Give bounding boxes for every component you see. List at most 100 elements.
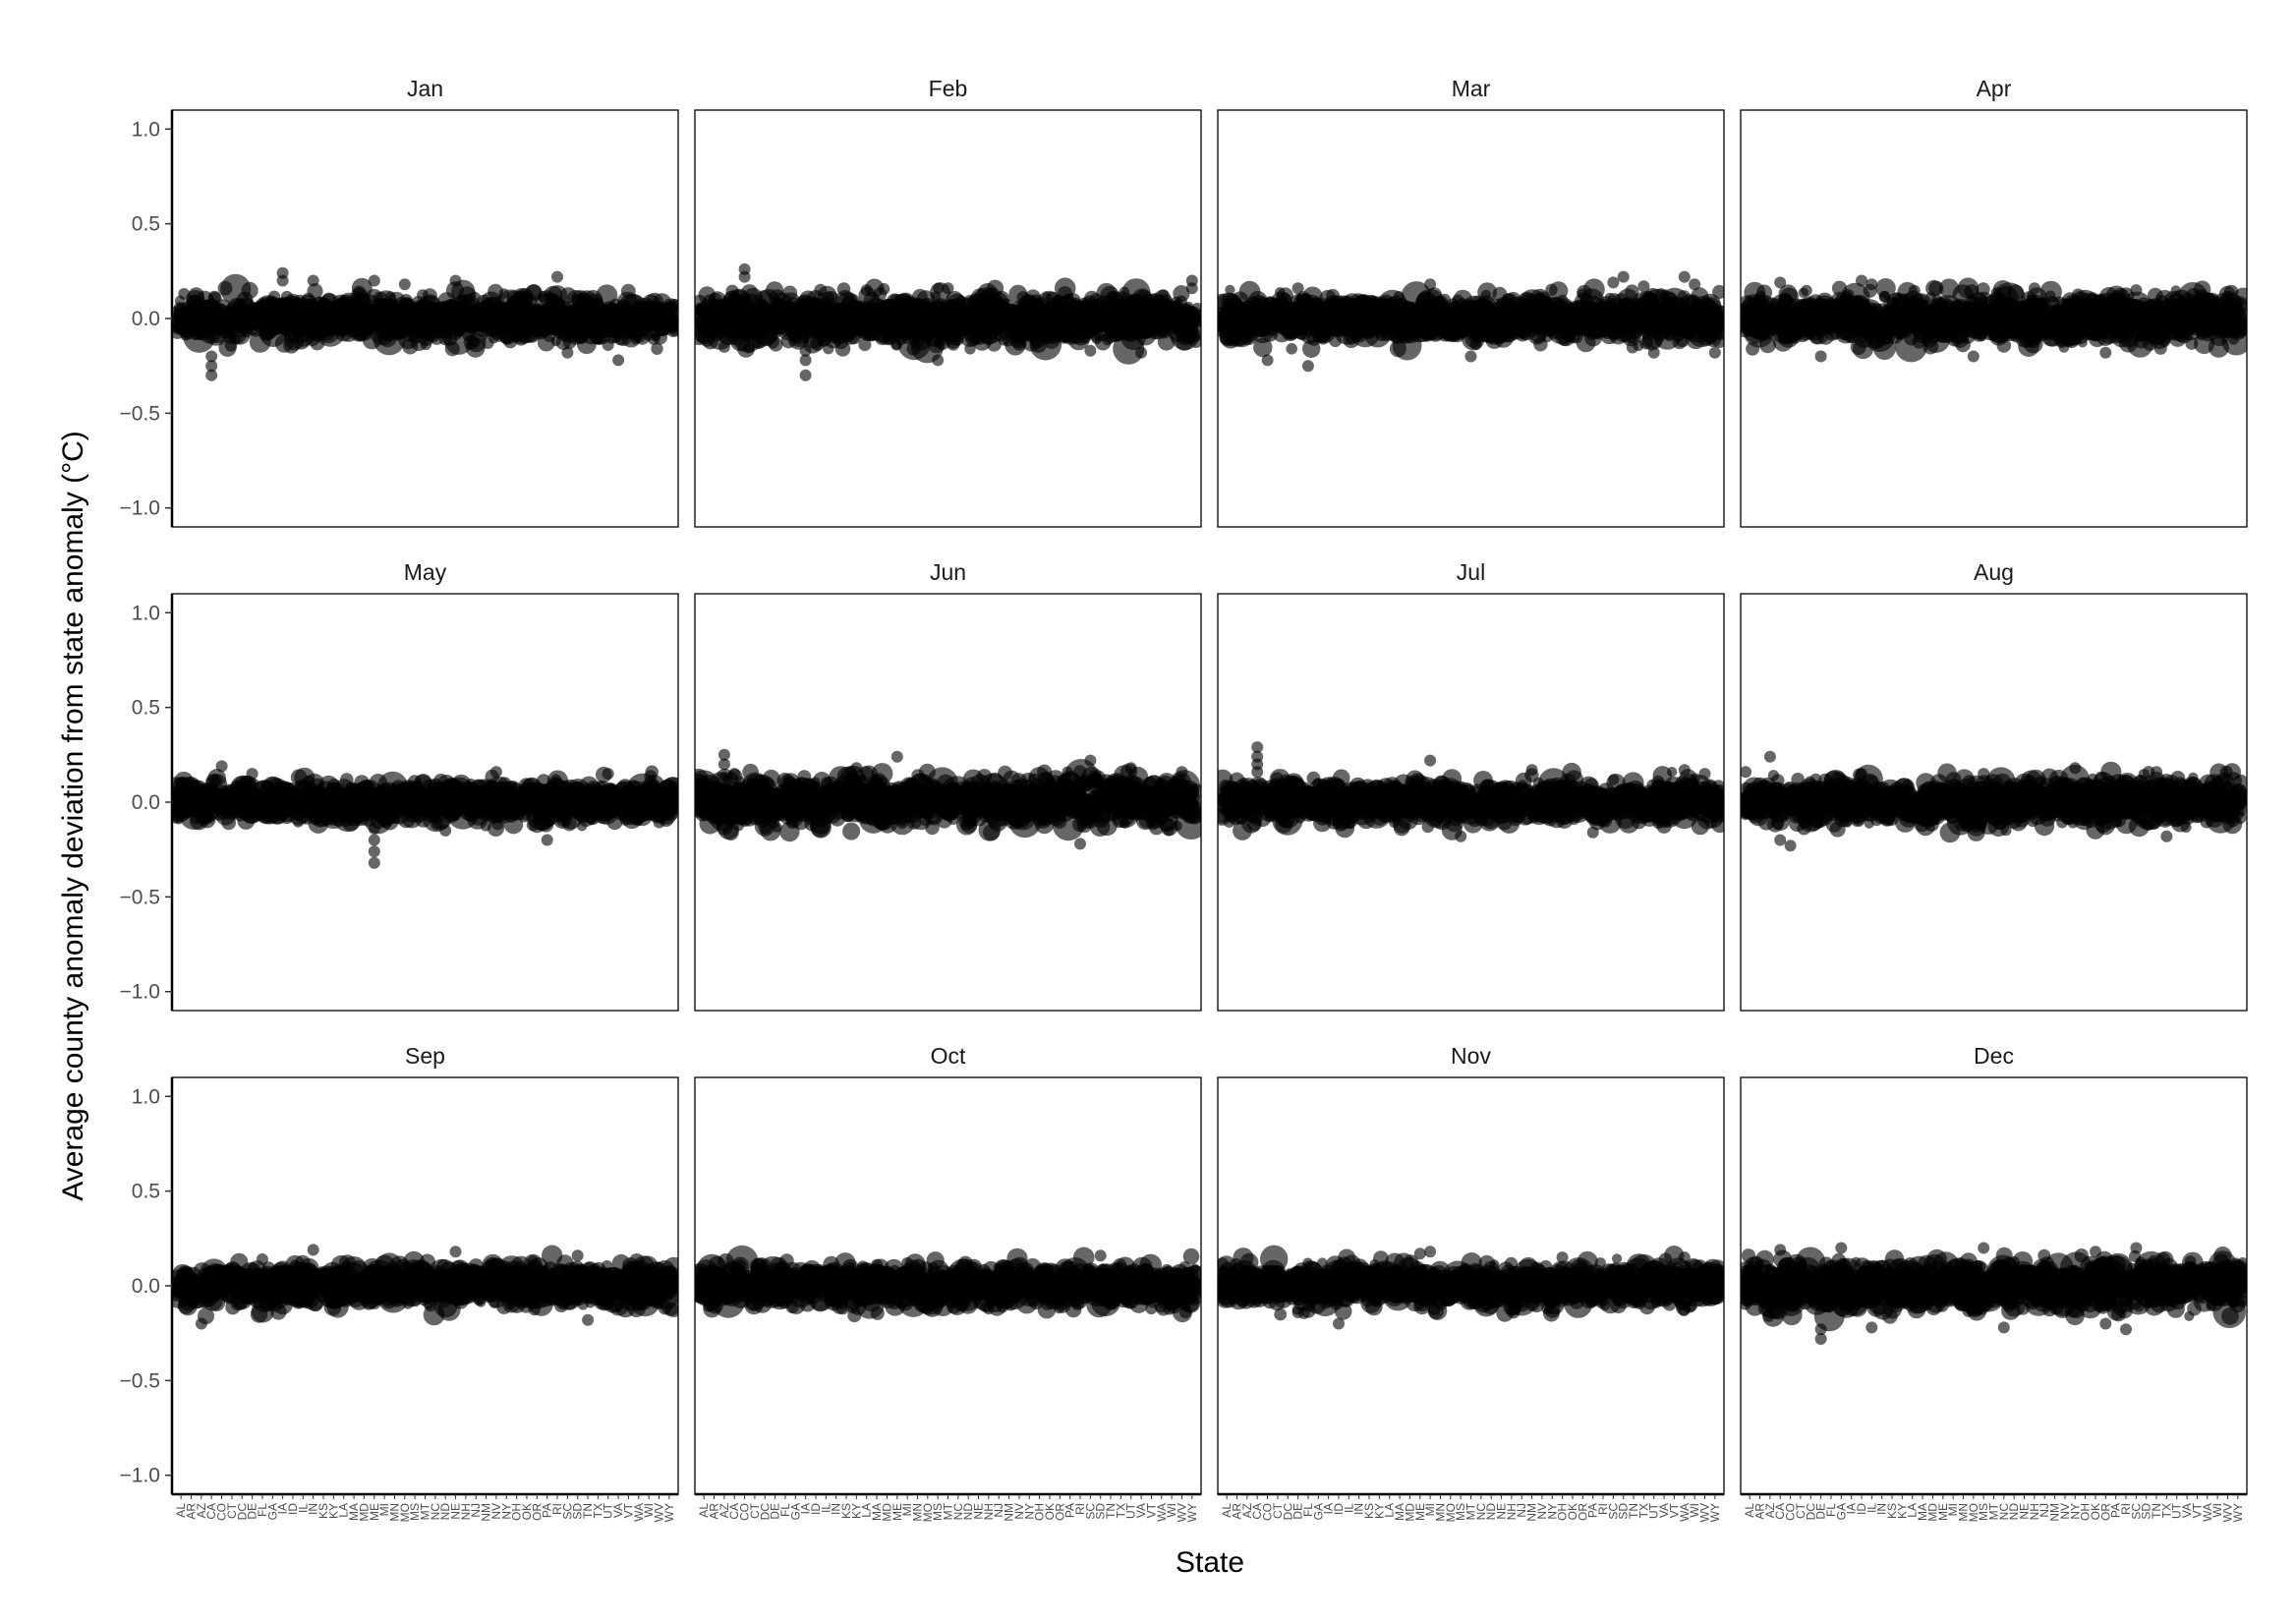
data-point — [933, 282, 945, 294]
data-point — [1477, 282, 1497, 303]
facet-title: Mar — [1452, 76, 1491, 101]
data-point-outlier — [738, 270, 751, 283]
data-point — [465, 337, 486, 358]
data-point — [2193, 280, 2211, 298]
data-points — [172, 760, 678, 869]
data-point — [1182, 301, 1194, 314]
panel-border — [1217, 109, 1725, 528]
facet-title: May — [404, 559, 447, 585]
y-tick-label: 0.0 — [132, 308, 160, 330]
data-point — [1875, 278, 1896, 299]
data-point-outlier — [398, 278, 411, 291]
data-point — [241, 281, 258, 299]
data-points — [172, 266, 678, 381]
data-point-outlier — [932, 354, 945, 367]
data-point-outlier — [1301, 360, 1314, 373]
data-point-outlier — [1678, 270, 1691, 283]
data-point — [2158, 335, 2171, 348]
data-point — [1976, 282, 1990, 297]
data-point-outlier — [1967, 350, 1980, 363]
data-point — [1004, 334, 1026, 356]
data-point — [964, 343, 976, 355]
data-point-outlier — [1424, 278, 1437, 291]
data-point — [1707, 310, 1724, 327]
data-point-outlier — [1774, 276, 1787, 289]
data-point — [834, 341, 851, 357]
data-point-outlier — [1135, 346, 1148, 359]
data-point — [2221, 324, 2247, 356]
data-point — [218, 338, 237, 357]
data-point — [373, 291, 388, 306]
data-point-outlier — [561, 346, 574, 359]
data-point — [498, 288, 510, 300]
y-tick-label: −0.5 — [120, 402, 160, 425]
data-point — [1224, 293, 1242, 312]
data-point-outlier — [2130, 284, 2143, 297]
data-point-outlier — [1292, 282, 1304, 295]
data-point — [238, 775, 257, 794]
data-point-outlier — [1185, 282, 1198, 295]
data-point-outlier — [1607, 276, 1620, 289]
data-point — [858, 338, 872, 352]
data-point-outlier — [205, 350, 218, 363]
data-point — [488, 332, 499, 344]
data-point — [927, 334, 947, 354]
data-point — [1801, 284, 1812, 297]
data-point — [741, 284, 759, 302]
data-point-outlier — [368, 274, 380, 287]
data-point — [766, 335, 779, 349]
data-point-outlier — [2099, 346, 2112, 359]
data-point — [660, 302, 676, 317]
data-point-outlier — [942, 282, 954, 295]
data-point — [2233, 305, 2247, 319]
data-point-outlier — [1866, 278, 1878, 291]
data-point-outlier — [1637, 280, 1650, 293]
data-point — [1626, 341, 1638, 354]
facet-panel-mar: Mar — [1217, 76, 1725, 528]
panel-border — [694, 109, 1202, 528]
data-point-outlier — [1856, 274, 1867, 287]
data-points — [695, 262, 1201, 381]
panel-border — [1740, 109, 2248, 528]
data-point-outlier — [205, 369, 218, 381]
data-point — [664, 314, 678, 332]
data-point-outlier — [612, 354, 625, 367]
data-point — [1925, 279, 1942, 297]
data-point-outlier — [1814, 350, 1827, 363]
data-point — [1179, 321, 1197, 340]
data-point-outlier — [1689, 278, 1701, 291]
data-point — [1286, 343, 1297, 355]
y-tick-label: 1.0 — [132, 118, 160, 141]
data-point-outlier — [718, 340, 730, 353]
data-point — [878, 283, 890, 295]
data-point-outlier — [1617, 270, 1630, 283]
facet-title: Feb — [929, 76, 968, 101]
data-point — [2044, 290, 2056, 302]
data-point-outlier — [449, 274, 462, 287]
data-point — [1908, 284, 1921, 297]
data-point — [1759, 336, 1776, 354]
data-points — [1218, 270, 1724, 373]
data-point-outlier — [799, 354, 812, 367]
data-point-outlier — [1647, 346, 1660, 359]
data-point — [824, 291, 839, 306]
facet-panel-feb: Feb — [694, 76, 1202, 528]
data-point — [454, 294, 472, 312]
data-point — [307, 283, 323, 300]
data-points — [1741, 274, 2247, 363]
data-point — [2007, 284, 2025, 302]
data-point-outlier — [1708, 346, 1721, 359]
data-point-outlier — [2028, 282, 2040, 295]
data-point — [1225, 284, 1235, 295]
data-point — [1625, 284, 1639, 299]
data-point-outlier — [1084, 344, 1097, 357]
data-point-outlier — [551, 270, 563, 283]
data-point — [1712, 284, 1724, 300]
data-point — [202, 811, 214, 823]
data-point-outlier — [799, 369, 812, 381]
data-point — [1246, 310, 1259, 321]
